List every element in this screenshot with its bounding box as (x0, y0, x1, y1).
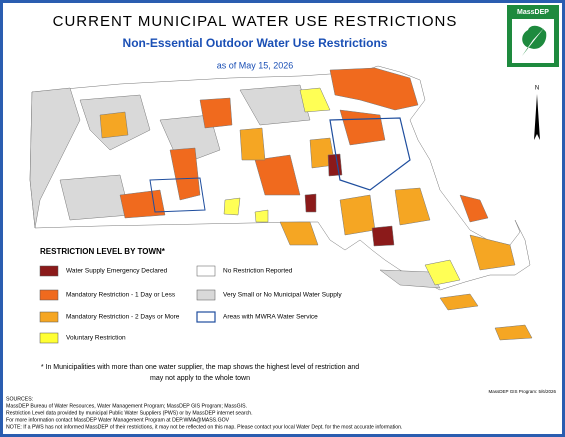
state-map (29, 65, 533, 341)
sources: NOTE: If a PWS has not informed MassDEP … (6, 424, 402, 430)
legend-label: Very Small or No Municipal Water Supply (223, 292, 342, 299)
legend-label: Water Supply Emergency Declared (66, 268, 168, 275)
legend-label: No Restriction Reported (223, 268, 293, 275)
title: CURRENT MUNICIPAL WATER USE RESTRICTIONS (53, 13, 458, 30)
logo-text: MassDEP (517, 9, 549, 16)
legend-title: RESTRICTION LEVEL BY TOWN* (40, 247, 166, 256)
legend-label: Voluntary Restriction (66, 335, 126, 342)
footnote: may not apply to the whole town (150, 375, 250, 382)
legend-swatch (39, 311, 59, 323)
legend-swatch (196, 289, 216, 301)
north-arrow: N (534, 86, 540, 140)
legend-swatch (39, 289, 59, 301)
sources: Restriction Level data provided by munic… (6, 410, 253, 416)
north-label: N (535, 86, 539, 92)
legend-label: Areas with MWRA Water Service (223, 314, 318, 321)
legend-swatch (39, 332, 59, 344)
legend (39, 265, 216, 344)
sources: MassDEP Bureau of Water Resources, Water… (6, 403, 247, 409)
sources: For more information contact MassDEP Wat… (6, 417, 230, 423)
legend-swatch (196, 311, 216, 323)
credit: MassDEP GIS Program: 5/6/2026 (489, 389, 557, 394)
legend-label: Mandatory Restriction - 1 Day or Less (66, 292, 176, 299)
legend-swatch (39, 265, 59, 277)
sources: SOURCES: (6, 396, 33, 402)
date: as of May 15, 2026 (217, 60, 294, 70)
logo: MassDEP (507, 5, 559, 67)
legend-swatch (196, 265, 216, 277)
subtitle: Non-Essential Outdoor Water Use Restrict… (123, 36, 388, 50)
footnote: * In Municipalities with more than one w… (41, 364, 359, 371)
legend-label: Mandatory Restriction - 2 Days or More (66, 314, 180, 321)
